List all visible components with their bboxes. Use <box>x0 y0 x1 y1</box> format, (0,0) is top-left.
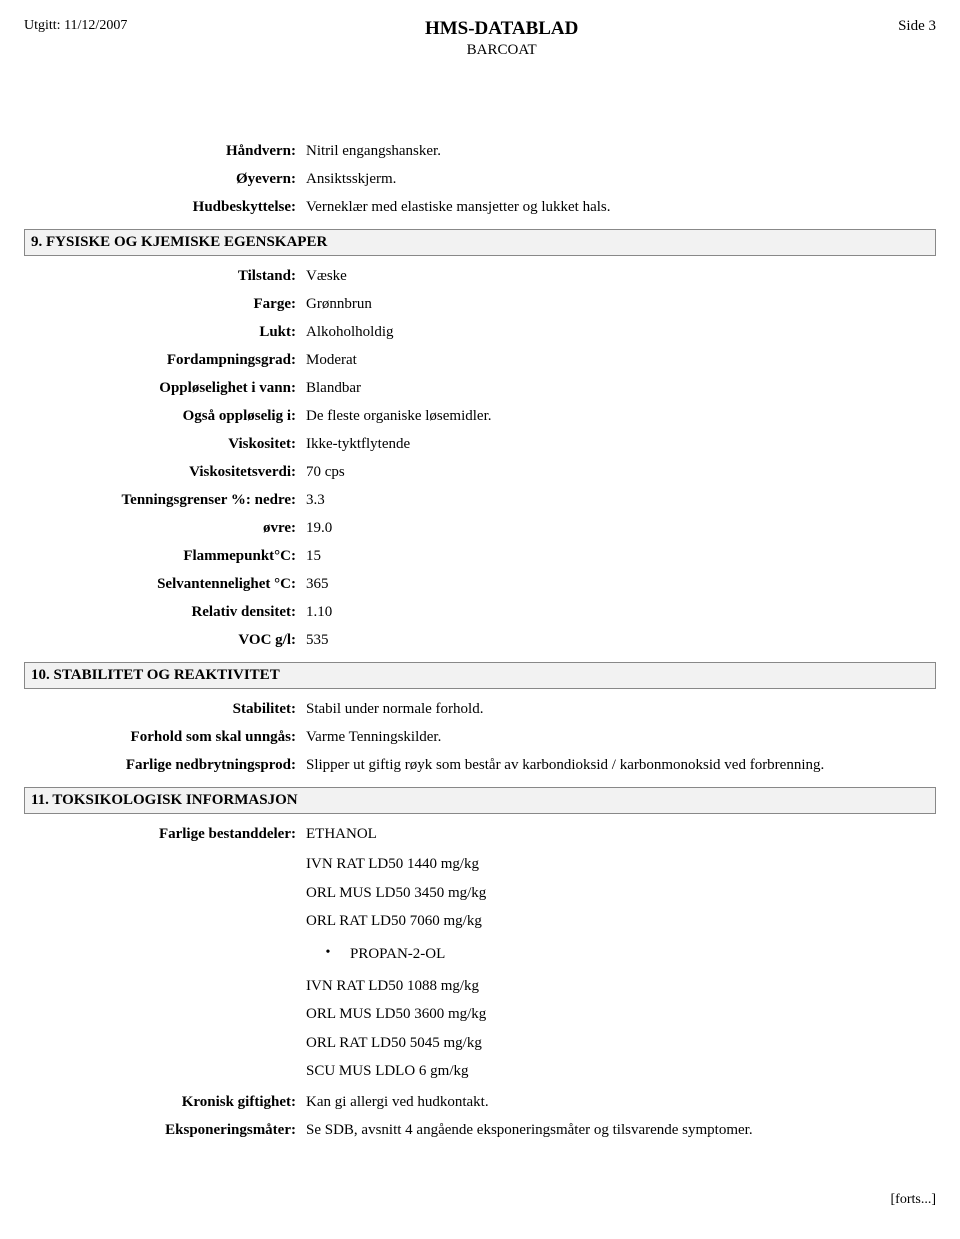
value-eksponeringsmater: Se SDB, avsnitt 4 angående eksponeringsm… <box>306 1118 936 1142</box>
row-ogsa-opploselig: Også oppløselig i: De fleste organiske l… <box>24 404 936 428</box>
page-footer-continued: [forts...] <box>24 1192 936 1208</box>
row-forhold-unngas: Forhold som skal unngås: Varme Tenningsk… <box>24 725 936 749</box>
section-9-header: 9. FYSISKE OG KJEMISKE EGENSKAPER <box>24 229 936 256</box>
issued-value: 11/12/2007 <box>64 18 127 33</box>
label-viskositet: Viskositet: <box>24 432 306 456</box>
row-tilstand: Tilstand: Væske <box>24 264 936 288</box>
product-name: BARCOAT <box>127 42 876 59</box>
row-eksponeringsmater: Eksponeringsmåter: Se SDB, avsnitt 4 ang… <box>24 1118 936 1142</box>
section-11-header: 11. TOKSIKOLOGISK INFORMASJON <box>24 787 936 814</box>
page-number: Side 3 <box>876 18 936 35</box>
label-nedbrytningsprod: Farlige nedbrytningsprod: <box>24 753 306 777</box>
value-flammepunkt: 15 <box>306 544 936 568</box>
value-tilstand: Væske <box>306 264 936 288</box>
label-oyevern: Øyevern: <box>24 167 306 191</box>
row-viskositet: Viskositet: Ikke-tyktflytende <box>24 432 936 456</box>
value-forhold-unngas: Varme Tenningskilder. <box>306 725 936 749</box>
section-10-header: 10. STABILITET OG REAKTIVITET <box>24 662 936 689</box>
value-fordampning: Moderat <box>306 348 936 372</box>
label-farlige-bestanddeler: Farlige bestanddeler: <box>24 822 306 846</box>
value-viskositetsverdi: 70 cps <box>306 460 936 484</box>
row-farlige-bestanddeler: Farlige bestanddeler: ETHANOL <box>24 822 936 846</box>
propan-line-1: IVN RAT LD50 1088 mg/kg <box>306 972 936 1001</box>
row-opploselighet-vann: Oppløselighet i vann: Blandbar <box>24 376 936 400</box>
issued-date: Utgitt: 11/12/2007 <box>24 18 127 34</box>
row-voc: VOC g/l: 535 <box>24 628 936 652</box>
row-tenningsgrenser-ovre: øvre: 19.0 <box>24 516 936 540</box>
ethanol-line-1: IVN RAT LD50 1440 mg/kg <box>306 850 936 879</box>
label-tilstand: Tilstand: <box>24 264 306 288</box>
value-oyevern: Ansiktsskjerm. <box>306 167 936 191</box>
bullet-spacer <box>24 940 306 968</box>
value-tenningsgrenser-nedre: 3.3 <box>306 488 936 512</box>
propan-data: IVN RAT LD50 1088 mg/kg ORL MUS LD50 360… <box>306 972 936 1086</box>
propan-name-row: • PROPAN-2-OL <box>306 942 936 966</box>
row-fordampning: Fordampningsgrad: Moderat <box>24 348 936 372</box>
label-handvern: Håndvern: <box>24 139 306 163</box>
label-selvantennelighet: Selvantennelighet °C: <box>24 572 306 596</box>
label-kronisk-giftighet: Kronisk giftighet: <box>24 1090 306 1114</box>
value-selvantennelighet: 365 <box>306 572 936 596</box>
propan-line-2: ORL MUS LD50 3600 mg/kg <box>306 1000 936 1029</box>
row-farge: Farge: Grønnbrun <box>24 292 936 316</box>
label-farge: Farge: <box>24 292 306 316</box>
row-lukt: Lukt: Alkoholholdig <box>24 320 936 344</box>
label-lukt: Lukt: <box>24 320 306 344</box>
value-farge: Grønnbrun <box>306 292 936 316</box>
value-relativ-densitet: 1.10 <box>306 600 936 624</box>
value-opploselighet-vann: Blandbar <box>306 376 936 400</box>
value-tenningsgrenser-ovre: 19.0 <box>306 516 936 540</box>
propan-name: PROPAN-2-OL <box>350 942 445 966</box>
row-hudbeskyttelse: Hudbeskyttelse: Verneklær med elastiske … <box>24 195 936 219</box>
page-header: Utgitt: 11/12/2007 HMS-DATABLAD BARCOAT … <box>24 18 936 59</box>
value-ogsa-opploselig: De fleste organiske løsemidler. <box>306 404 936 428</box>
label-relativ-densitet: Relativ densitet: <box>24 600 306 624</box>
ethanol-data: IVN RAT LD50 1440 mg/kg ORL MUS LD50 345… <box>306 850 936 936</box>
row-handvern: Håndvern: Nitril engangshansker. <box>24 139 936 163</box>
row-stabilitet: Stabilitet: Stabil under normale forhold… <box>24 697 936 721</box>
label-voc: VOC g/l: <box>24 628 306 652</box>
value-kronisk-giftighet: Kan gi allergi ved hudkontakt. <box>306 1090 936 1114</box>
label-flammepunkt: Flammepunkt°C: <box>24 544 306 568</box>
label-eksponeringsmater: Eksponeringsmåter: <box>24 1118 306 1142</box>
ethanol-line-2: ORL MUS LD50 3450 mg/kg <box>306 879 936 908</box>
row-propan-name: • PROPAN-2-OL <box>24 940 936 968</box>
value-hudbeskyttelse: Verneklær med elastiske mansjetter og lu… <box>306 195 936 219</box>
propan-line-3: ORL RAT LD50 5045 mg/kg <box>306 1029 936 1058</box>
label-opploselighet-vann: Oppløselighet i vann: <box>24 376 306 400</box>
value-nedbrytningsprod: Slipper ut giftig røyk som består av kar… <box>306 753 936 777</box>
value-handvern: Nitril engangshansker. <box>306 139 936 163</box>
value-ethanol-name: ETHANOL <box>306 822 936 846</box>
ethanol-line-3: ORL RAT LD50 7060 mg/kg <box>306 907 936 936</box>
row-viskositetsverdi: Viskositetsverdi: 70 cps <box>24 460 936 484</box>
label-fordampning: Fordampningsgrad: <box>24 348 306 372</box>
row-relativ-densitet: Relativ densitet: 1.10 <box>24 600 936 624</box>
row-tenningsgrenser-nedre: Tenningsgrenser %: nedre: 3.3 <box>24 488 936 512</box>
row-kronisk-giftighet: Kronisk giftighet: Kan gi allergi ved hu… <box>24 1090 936 1114</box>
issued-label: Utgitt: <box>24 18 61 33</box>
row-flammepunkt: Flammepunkt°C: 15 <box>24 544 936 568</box>
row-nedbrytningsprod: Farlige nedbrytningsprod: Slipper ut gif… <box>24 753 936 777</box>
row-selvantennelighet: Selvantennelighet °C: 365 <box>24 572 936 596</box>
label-ogsa-opploselig: Også oppløselig i: <box>24 404 306 428</box>
label-forhold-unngas: Forhold som skal unngås: <box>24 725 306 749</box>
value-voc: 535 <box>306 628 936 652</box>
label-tenningsgrenser-nedre: Tenningsgrenser %: nedre: <box>24 488 306 512</box>
value-lukt: Alkoholholdig <box>306 320 936 344</box>
label-viskositetsverdi: Viskositetsverdi: <box>24 460 306 484</box>
label-tenningsgrenser-ovre: øvre: <box>24 516 306 540</box>
label-hudbeskyttelse: Hudbeskyttelse: <box>24 195 306 219</box>
value-viskositet: Ikke-tyktflytende <box>306 432 936 456</box>
header-center: HMS-DATABLAD BARCOAT <box>127 18 876 59</box>
label-stabilitet: Stabilitet: <box>24 697 306 721</box>
document-title: HMS-DATABLAD <box>127 18 876 40</box>
propan-line-4: SCU MUS LDLO 6 gm/kg <box>306 1057 936 1086</box>
bullet-icon: • <box>306 942 350 964</box>
value-stabilitet: Stabil under normale forhold. <box>306 697 936 721</box>
row-oyevern: Øyevern: Ansiktsskjerm. <box>24 167 936 191</box>
